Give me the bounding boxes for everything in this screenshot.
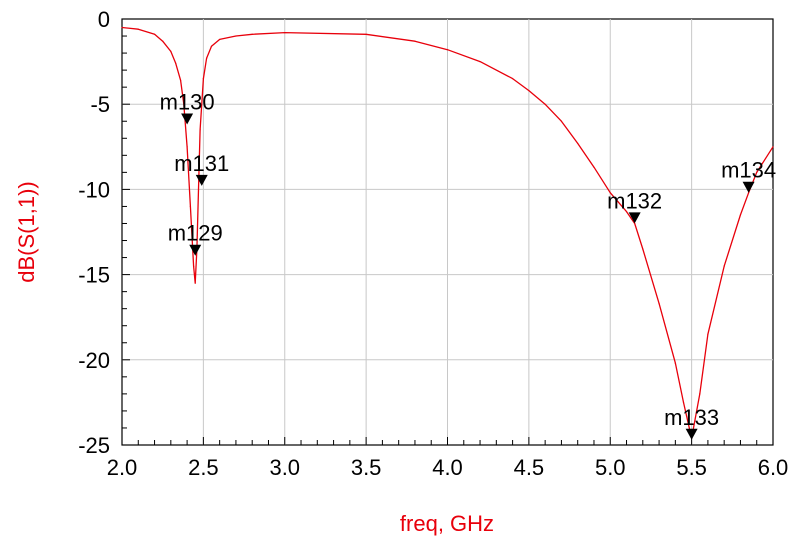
markers-layer: m130 m131 m129 m132 m133 m134 (160, 90, 776, 440)
data-point (723, 265, 725, 267)
x-tick-label: 6.0 (758, 455, 789, 480)
data-point (193, 265, 195, 267)
data-point (446, 49, 449, 51)
x-tick-label: 2.5 (188, 455, 219, 480)
data-point (756, 171, 758, 173)
marker-triangle (628, 212, 641, 224)
data-point (121, 26, 123, 29)
data-point (202, 78, 204, 80)
data-point (186, 146, 188, 148)
marker-label: m129 (168, 221, 223, 246)
data-point (162, 40, 164, 42)
data-point (772, 146, 774, 148)
data-point (593, 166, 595, 168)
marker-triangle (742, 181, 755, 193)
data-point (153, 33, 156, 35)
data-point (528, 89, 530, 92)
marker-triangle (195, 174, 208, 186)
data-point (219, 38, 221, 41)
data-point (707, 333, 709, 335)
data-point (577, 142, 579, 144)
y-tick-label: -5 (90, 92, 110, 117)
data-point (682, 401, 685, 403)
data-point (658, 302, 660, 305)
y-tick-label: -10 (78, 177, 110, 202)
y-tick-labels: 0 -5 -10 -15 -20 -25 (78, 7, 110, 458)
y-tick-label: -15 (78, 263, 110, 288)
marker-label: m134 (721, 158, 776, 183)
data-point (189, 205, 191, 208)
data-point (183, 103, 185, 105)
x-tick-label: 4.0 (432, 455, 463, 480)
x-tick-label: 3.5 (351, 455, 382, 480)
data-point (137, 28, 139, 30)
data-point (199, 129, 201, 131)
data-point (170, 50, 172, 52)
data-point (747, 192, 750, 194)
data-point (175, 62, 177, 64)
data-point (609, 192, 611, 194)
data-point (365, 33, 367, 35)
data-point (560, 120, 563, 122)
x-axis-label: freq, GHz (400, 511, 494, 536)
data-point (235, 35, 237, 37)
x-tick-label: 3.0 (269, 455, 300, 480)
y-tick-label: -20 (78, 348, 110, 373)
marker-triangle (189, 244, 202, 256)
data-point (414, 40, 416, 42)
grid-lines (122, 19, 773, 445)
marker-triangle (685, 428, 698, 440)
data-point (179, 79, 182, 81)
data-point (479, 61, 481, 63)
marker-triangle (181, 113, 194, 125)
data-point (511, 78, 514, 80)
data-point (197, 188, 200, 190)
x-tick-label: 5.5 (676, 455, 707, 480)
data-point (284, 32, 286, 34)
y-tick-label: -25 (78, 433, 110, 458)
data-point (194, 282, 196, 284)
data-point (251, 33, 253, 35)
data-point (739, 214, 742, 216)
data-point (544, 103, 546, 105)
marker-label: m131 (174, 151, 229, 176)
data-point (206, 57, 208, 59)
data-point (674, 362, 676, 364)
data-point (625, 210, 628, 213)
x-tick-label: 2.0 (107, 455, 138, 480)
minor-ticks (121, 18, 774, 446)
x-tick-label: 5.0 (595, 455, 626, 480)
data-point (634, 222, 636, 225)
data-point (699, 393, 701, 395)
data-point (642, 248, 644, 250)
y-axis-label: dB(S(1,1)) (14, 181, 39, 282)
marker-label: m133 (664, 405, 719, 430)
marker-label: m132 (607, 188, 662, 213)
y-tick-label: 0 (98, 7, 110, 32)
x-tick-label: 4.5 (514, 455, 545, 480)
x-tick-labels: 2.0 2.5 3.0 3.5 4.0 4.5 5.0 5.5 6.0 (107, 455, 789, 480)
data-point (210, 45, 213, 47)
marker-label: m130 (160, 90, 215, 115)
